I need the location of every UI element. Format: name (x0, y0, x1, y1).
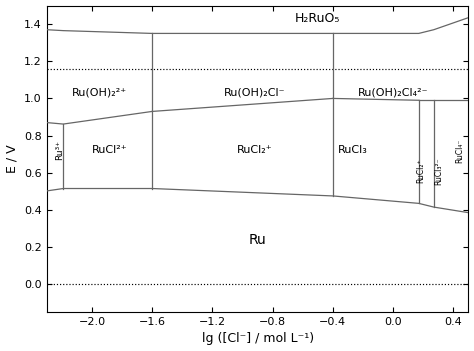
Text: Ru(OH)₂²⁺: Ru(OH)₂²⁺ (72, 88, 127, 98)
Text: Ru: Ru (249, 233, 266, 247)
Text: RuCl²⁺: RuCl²⁺ (92, 145, 128, 155)
Y-axis label: E / V: E / V (6, 145, 18, 173)
Text: Ru³⁺: Ru³⁺ (55, 140, 64, 160)
Text: RuCl₃: RuCl₃ (337, 145, 367, 155)
Text: RuCl₃²⁻: RuCl₃²⁻ (435, 157, 444, 185)
Text: Ru(OH)₂Cl⁻: Ru(OH)₂Cl⁻ (224, 88, 285, 98)
Text: H₂RuO₅: H₂RuO₅ (295, 12, 340, 25)
Text: RuCl₂⁺: RuCl₂⁺ (417, 159, 426, 183)
Text: RuCl₂⁺: RuCl₂⁺ (237, 145, 273, 155)
Text: RuCl₄⁻: RuCl₄⁻ (455, 138, 464, 163)
X-axis label: lg ([Cl⁻] / mol L⁻¹): lg ([Cl⁻] / mol L⁻¹) (201, 332, 314, 345)
Text: Ru(OH)₂Cl₄²⁻: Ru(OH)₂Cl₄²⁻ (358, 88, 428, 98)
